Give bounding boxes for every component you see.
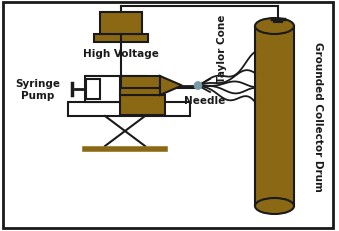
Polygon shape: [94, 35, 148, 43]
FancyBboxPatch shape: [255, 27, 294, 206]
Text: Needle: Needle: [184, 96, 226, 106]
Text: High Voltage: High Voltage: [83, 49, 159, 59]
FancyBboxPatch shape: [120, 77, 160, 96]
Circle shape: [194, 82, 202, 90]
Ellipse shape: [255, 19, 294, 35]
FancyBboxPatch shape: [68, 103, 190, 116]
Text: Taylor Cone: Taylor Cone: [217, 15, 227, 83]
Text: Grounded Collector Drum: Grounded Collector Drum: [313, 42, 323, 191]
FancyBboxPatch shape: [100, 13, 142, 35]
FancyBboxPatch shape: [86, 80, 100, 100]
Ellipse shape: [255, 198, 294, 214]
Polygon shape: [160, 77, 182, 96]
FancyBboxPatch shape: [120, 96, 165, 116]
FancyBboxPatch shape: [85, 77, 145, 103]
Text: Syringe
Pump: Syringe Pump: [16, 79, 60, 100]
FancyBboxPatch shape: [3, 3, 333, 228]
